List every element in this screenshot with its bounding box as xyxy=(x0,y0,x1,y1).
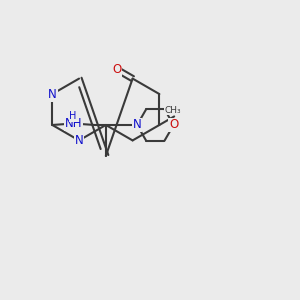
Text: O: O xyxy=(112,63,122,76)
Text: N: N xyxy=(48,88,57,100)
Text: CH₃: CH₃ xyxy=(164,106,181,115)
Text: O: O xyxy=(169,118,178,131)
Text: H: H xyxy=(69,111,76,121)
Text: N: N xyxy=(75,134,83,147)
Text: N: N xyxy=(133,118,142,131)
Text: NH: NH xyxy=(65,117,82,130)
